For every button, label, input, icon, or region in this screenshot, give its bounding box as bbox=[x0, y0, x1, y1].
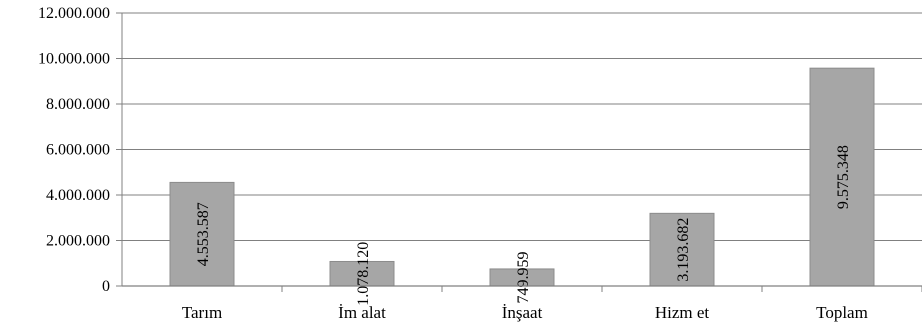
gridlines bbox=[122, 12, 922, 287]
bar bbox=[649, 212, 715, 287]
x-category-label: Tarım bbox=[182, 303, 222, 322]
y-tick-label: 2.000.000 bbox=[46, 233, 110, 250]
y-axis: 0 2.000.000 4.000.000 6.000.000 8.000.000 10.… bbox=[38, 5, 123, 295]
y-tick-label: 0 bbox=[102, 278, 110, 295]
bars bbox=[169, 67, 875, 287]
x-category-label: İm alat bbox=[338, 303, 386, 322]
data-label: 3.193.682 bbox=[675, 218, 692, 282]
y-tick-label: 12.000.000 bbox=[38, 5, 110, 22]
x-category-label: Toplam bbox=[816, 303, 868, 322]
x-category-label: İnşaat bbox=[502, 303, 543, 322]
x-category-label: Hizm et bbox=[655, 303, 710, 322]
bar bbox=[169, 181, 235, 287]
y-tick-label: 6.000.000 bbox=[46, 142, 110, 159]
x-axis: Tarım İm alat İnşaat Hizm et Toplam bbox=[122, 285, 922, 322]
y-tick-label: 4.000.000 bbox=[46, 187, 110, 204]
data-label: 4.553.587 bbox=[195, 202, 212, 266]
y-tick-label: 10.000.000 bbox=[38, 51, 110, 68]
bar bbox=[329, 260, 395, 287]
data-label: 1.078.120 bbox=[355, 242, 372, 306]
y-tick-label: 8.000.000 bbox=[46, 96, 110, 113]
bar bbox=[809, 67, 875, 287]
data-label: 9.575.348 bbox=[835, 145, 852, 209]
data-labels: 4.553.587 1.078.120 749.959 3.193.682 9.575.… bbox=[195, 145, 852, 306]
data-label: 749.959 bbox=[515, 251, 532, 303]
